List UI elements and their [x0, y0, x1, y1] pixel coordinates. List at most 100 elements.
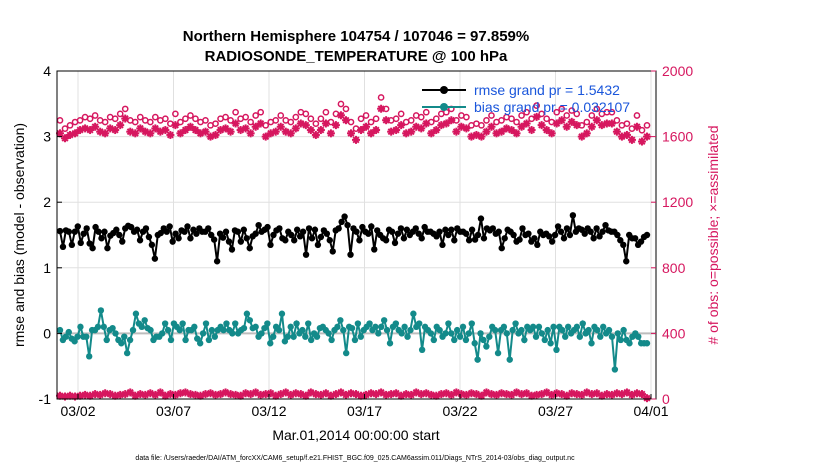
- series-rmse-point: [288, 231, 295, 239]
- obs-count-low-marker: [176, 389, 185, 398]
- series-rmse-point: [620, 241, 627, 249]
- star-stroke: [538, 121, 546, 129]
- series-bias-point: [474, 356, 481, 363]
- series-bias-point: [261, 324, 268, 332]
- obs-possible-marker: [287, 118, 295, 126]
- series-rmse-point: [326, 237, 333, 244]
- obs-assimilated-marker: [507, 126, 516, 135]
- obs-possible-marker: [172, 110, 179, 118]
- series-rmse-point: [510, 231, 517, 239]
- obs-assimilated-marker: [226, 127, 235, 136]
- series-bias-point: [427, 330, 435, 337]
- star-stroke: [56, 129, 64, 137]
- series-rmse-point: [317, 233, 325, 241]
- series-rmse-point: [394, 230, 402, 237]
- obs-assimilated-marker: [357, 126, 366, 135]
- obs-possible-marker: [252, 112, 260, 119]
- star-stroke: [392, 126, 400, 134]
- star-stroke: [222, 388, 230, 396]
- obs-assimilated-marker: [362, 122, 371, 131]
- series-rmse-point: [243, 235, 250, 242]
- obs-assimilated-marker: [71, 129, 80, 138]
- obs-possible-marker: [257, 108, 265, 116]
- series-bias-point: [605, 326, 613, 334]
- obs-possible-marker: [111, 115, 119, 123]
- series-rmse-point: [184, 223, 191, 230]
- y-axis-label-right: # of obs: o=possible; ×=assimilated: [705, 125, 721, 344]
- series-bias-point: [643, 340, 651, 347]
- obs-possible-marker: [56, 117, 64, 124]
- obs-possible-marker: [357, 115, 365, 123]
- star-stroke: [171, 121, 179, 129]
- obs-possible-marker: [312, 120, 320, 128]
- series-rmse-point: [207, 231, 215, 239]
- series-bias-point: [196, 340, 204, 347]
- star-stroke: [472, 131, 480, 139]
- tick-label-x: 03/17: [347, 403, 382, 419]
- series-bias-point: [506, 356, 513, 363]
- series-rmse-point: [581, 230, 588, 237]
- series-rmse-point: [246, 244, 253, 252]
- obs-possible-marker: [232, 108, 239, 116]
- series-bias-point: [74, 333, 81, 340]
- obs-count-low-marker: [497, 389, 506, 398]
- star-stroke: [91, 123, 99, 131]
- star-stroke: [568, 118, 576, 126]
- series-bias-point: [451, 336, 458, 344]
- series-rmse-point: [347, 251, 354, 258]
- obs-assimilated-marker: [166, 130, 175, 139]
- star-stroke: [573, 121, 581, 129]
- series-rmse-point: [314, 241, 322, 249]
- star-stroke: [252, 388, 260, 396]
- series-rmse-point: [308, 235, 316, 242]
- star-stroke: [372, 126, 380, 134]
- star-stroke: [352, 136, 360, 144]
- series-rmse-point: [240, 226, 248, 233]
- obs-assimilated-marker: [367, 129, 376, 138]
- series-bias-point: [547, 340, 554, 347]
- series-rmse-point: [98, 235, 105, 242]
- series-rmse-point: [593, 225, 600, 232]
- star-stroke: [121, 115, 129, 123]
- obs-assimilated-marker: [201, 127, 210, 136]
- series-rmse-point: [267, 241, 274, 249]
- tick-label-left: 4: [43, 63, 51, 79]
- obs-assimilated-marker: [517, 122, 526, 131]
- series-rmse-point: [228, 246, 236, 253]
- series-rmse-point: [637, 238, 645, 245]
- obs-assimilated-marker: [627, 135, 636, 144]
- obs-assimilated-marker: [547, 129, 556, 138]
- obs-assimilated-marker: [587, 122, 596, 131]
- obs-possible-marker: [613, 117, 621, 124]
- star-stroke: [347, 129, 355, 137]
- series-bias-point: [614, 330, 621, 337]
- obs-possible-marker: [608, 108, 616, 116]
- series-bias-point: [123, 349, 131, 357]
- obs-possible-marker: [573, 110, 581, 118]
- series-bias-point: [398, 330, 405, 337]
- star-stroke: [442, 119, 450, 127]
- series-rmse-point: [89, 244, 96, 252]
- series-bias-point: [65, 328, 72, 336]
- star-stroke: [207, 389, 215, 397]
- obs-assimilated-marker: [151, 124, 160, 133]
- obs-possible-marker: [307, 115, 315, 123]
- series-bias-point: [357, 333, 365, 340]
- series-rmse-point: [293, 226, 301, 233]
- series-bias-point: [503, 330, 511, 337]
- series-bias-point: [161, 320, 169, 327]
- series-bias-point: [77, 323, 84, 331]
- series-rmse-point: [516, 236, 523, 243]
- star-stroke: [457, 123, 465, 131]
- obs-assimilated-marker: [86, 126, 95, 135]
- series-rmse-point: [415, 230, 422, 237]
- star-stroke: [417, 390, 425, 398]
- series-bias-point: [147, 326, 154, 334]
- series-rmse-point: [56, 227, 64, 235]
- star-stroke: [427, 391, 435, 399]
- series-rmse-point: [587, 228, 594, 235]
- obs-possible-marker: [146, 118, 154, 126]
- series-bias-point: [191, 323, 198, 331]
- obs-assimilated-marker: [552, 119, 561, 128]
- obs-assimilated-marker: [176, 129, 185, 138]
